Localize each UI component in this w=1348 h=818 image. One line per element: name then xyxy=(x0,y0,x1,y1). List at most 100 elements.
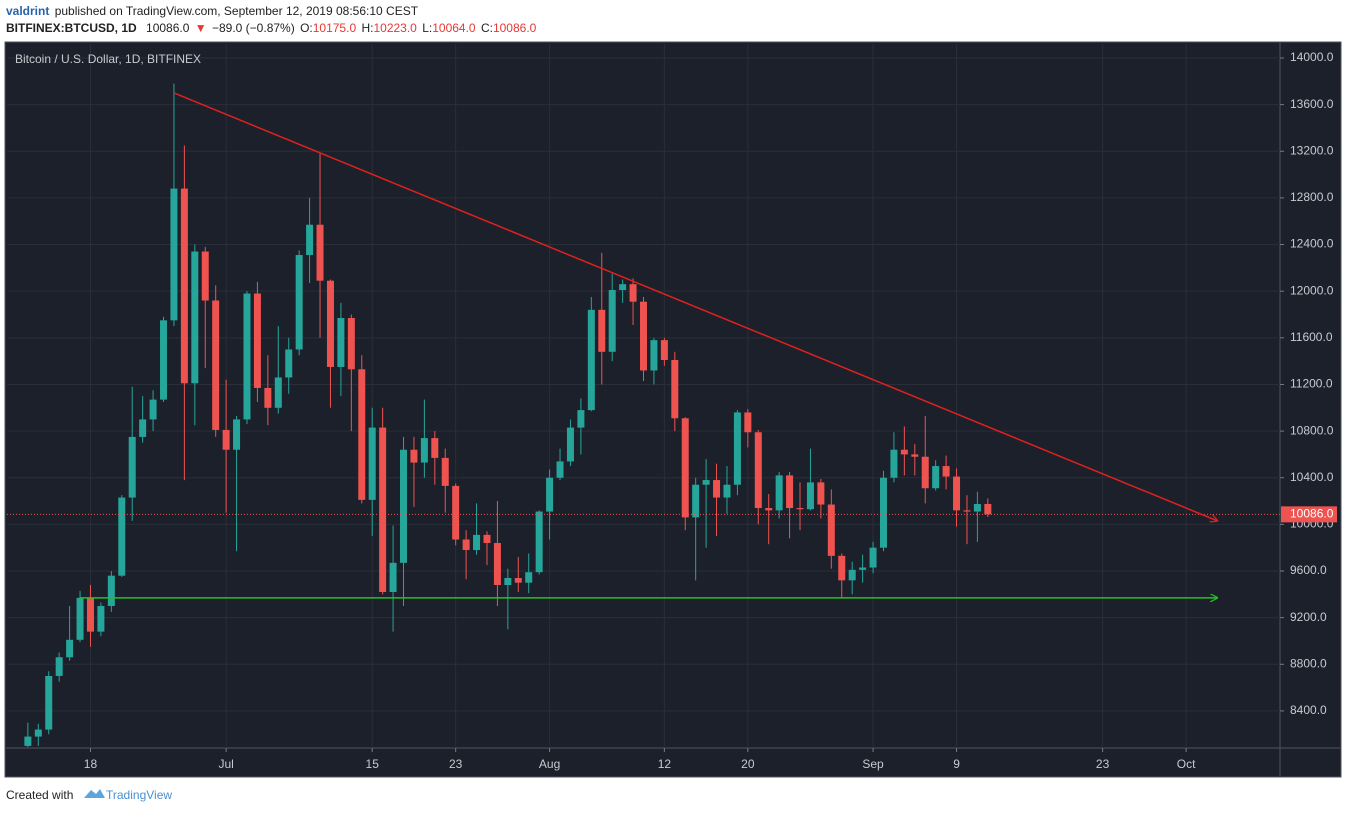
candle-body xyxy=(827,504,835,556)
candle-body xyxy=(702,480,710,485)
x-tick-label: 9 xyxy=(953,757,960,771)
candle-body xyxy=(274,377,282,408)
candle-body xyxy=(733,412,741,485)
candle-body xyxy=(128,436,136,498)
symbol-line: BITFINEX:BTCUSD, 1D 10086.0 ▼ −89.0 (−0.… xyxy=(6,21,537,35)
published: published on TradingView.com, September … xyxy=(55,4,419,18)
candle-body xyxy=(963,510,971,512)
candle-body xyxy=(640,301,647,371)
candle-body xyxy=(97,605,105,632)
brand[interactable]: TradingView xyxy=(106,788,172,802)
candle-body xyxy=(76,597,84,640)
candle-body xyxy=(566,427,574,462)
candle-body xyxy=(806,482,814,510)
candle-body xyxy=(921,456,929,489)
candle-body xyxy=(452,485,460,540)
candle-body xyxy=(347,317,355,370)
x-tick-label: Jul xyxy=(218,757,233,771)
y-tick-label: 13600.0 xyxy=(1290,97,1334,111)
candle-body xyxy=(358,369,366,500)
candle-body xyxy=(692,484,700,518)
publish-line: valdrint published on TradingView.com, S… xyxy=(6,4,419,18)
price: 10086.0 xyxy=(146,21,190,35)
axes: 8400.08800.09200.09600.010000.010400.010… xyxy=(84,50,1337,771)
candle-body xyxy=(838,555,846,581)
candle-body xyxy=(86,597,94,632)
candle-body xyxy=(191,251,199,384)
candle-body xyxy=(222,429,230,450)
candle-body xyxy=(942,466,950,477)
candle-body xyxy=(765,508,773,511)
ohlc-label: L: xyxy=(422,21,432,35)
candle-body xyxy=(650,340,658,371)
candle-body xyxy=(180,188,188,384)
ohlc-value: 10086.0 xyxy=(493,21,537,35)
candle-body xyxy=(744,412,752,433)
candle-body xyxy=(911,454,919,457)
x-tick-label: 12 xyxy=(658,757,672,771)
y-tick-label: 10800.0 xyxy=(1290,423,1334,437)
candle-body xyxy=(24,736,32,746)
candle-body xyxy=(107,575,115,606)
y-tick-label: 9200.0 xyxy=(1290,610,1327,624)
y-tick-label: 8800.0 xyxy=(1290,656,1327,670)
author[interactable]: valdrint xyxy=(6,4,49,18)
candle-body xyxy=(118,497,126,576)
candle-body xyxy=(170,188,178,321)
candle-body xyxy=(546,477,554,512)
candle-body xyxy=(295,255,303,350)
change-arrow: ▼ xyxy=(195,21,207,35)
candle-body xyxy=(504,578,512,586)
candle-body xyxy=(879,477,887,548)
candle-body xyxy=(473,534,481,551)
candle-body xyxy=(264,387,272,408)
candle-body xyxy=(671,359,679,419)
candle-body xyxy=(754,432,762,509)
ohlc-label: C: xyxy=(481,21,493,35)
x-tick-label: 15 xyxy=(366,757,380,771)
candle-body xyxy=(598,309,606,352)
candle-body xyxy=(379,427,387,592)
candle-body xyxy=(817,482,825,505)
candle-body xyxy=(55,657,63,676)
candle-body xyxy=(619,284,627,291)
candle-body xyxy=(723,484,731,498)
y-tick-label: 10400.0 xyxy=(1290,470,1334,484)
ohlc-value: 10175.0 xyxy=(313,21,357,35)
candle-body xyxy=(713,480,721,498)
candle-body xyxy=(431,438,439,458)
last-price-box xyxy=(1281,506,1337,523)
candle-body xyxy=(410,449,418,463)
candle-body xyxy=(608,290,616,352)
candle-body xyxy=(869,547,877,568)
candle-body xyxy=(859,567,867,570)
y-tick-label: 9600.0 xyxy=(1290,563,1327,577)
candle-body xyxy=(139,419,147,437)
candle-body xyxy=(306,224,314,256)
candle-body xyxy=(900,449,908,455)
ohlc-value: 10064.0 xyxy=(432,21,476,35)
candle-body xyxy=(316,224,324,281)
candle-body xyxy=(462,539,470,551)
ohlc-label: O: xyxy=(300,21,313,35)
x-tick-label: 23 xyxy=(1096,757,1110,771)
candle-body xyxy=(493,543,501,586)
candle-body xyxy=(629,284,637,302)
candle-body xyxy=(243,293,251,420)
change: −89.0 (−0.87%) xyxy=(212,21,295,35)
candle-body xyxy=(45,675,53,730)
candle-body xyxy=(786,475,794,509)
candle-body xyxy=(890,449,898,478)
candle-body xyxy=(535,511,543,573)
y-tick-label: 14000.0 xyxy=(1290,50,1334,64)
y-tick-label: 12000.0 xyxy=(1290,283,1334,297)
candle-body xyxy=(368,427,376,500)
chart-title: Bitcoin / U.S. Dollar, 1D, BITFINEX xyxy=(15,52,201,66)
x-tick-label: Aug xyxy=(539,757,560,771)
candle-body xyxy=(420,438,428,463)
candle-body xyxy=(953,476,961,511)
candle-body xyxy=(483,534,491,544)
trend-line xyxy=(173,92,1217,521)
candle-body xyxy=(441,457,449,486)
